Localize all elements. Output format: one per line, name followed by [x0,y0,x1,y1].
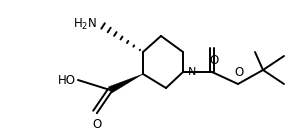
Polygon shape [108,74,143,93]
Text: HO: HO [58,73,76,86]
Text: O: O [92,118,102,131]
Text: $\mathsf{H_2N}$: $\mathsf{H_2N}$ [73,16,97,32]
Text: N: N [188,67,196,77]
Text: O: O [234,66,244,79]
Text: O: O [209,54,219,67]
